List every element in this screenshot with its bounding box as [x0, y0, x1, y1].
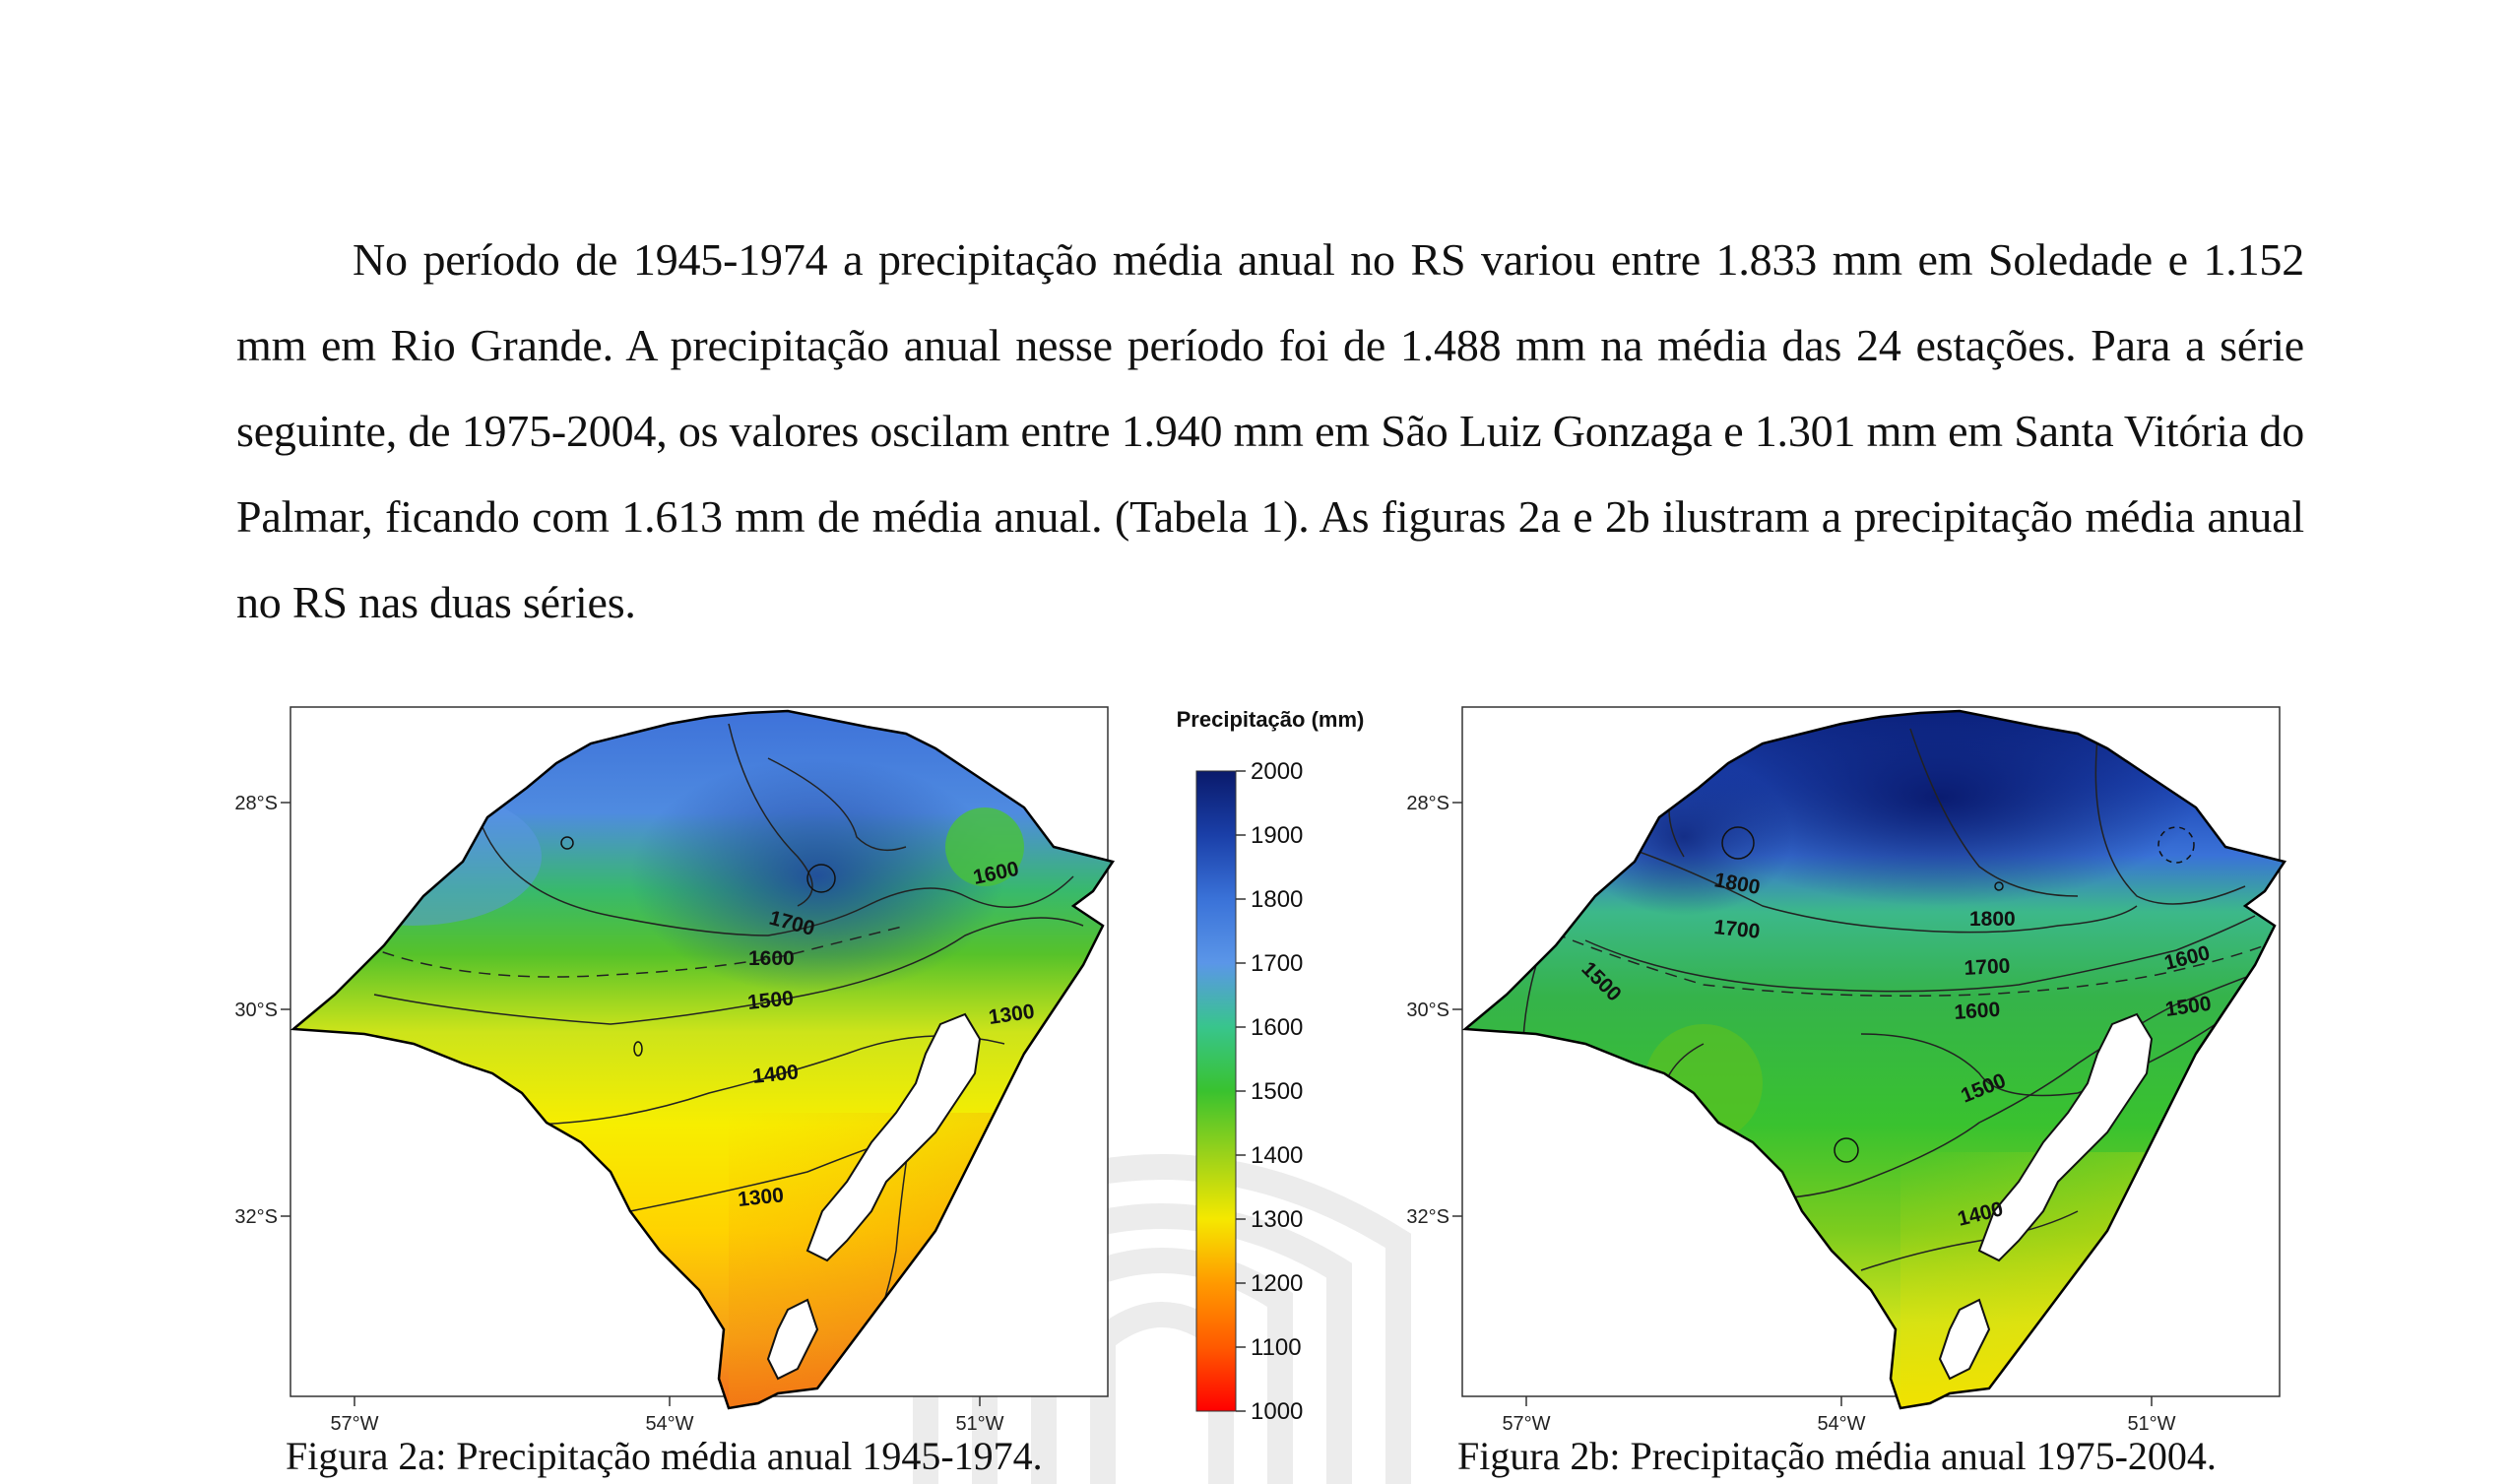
lon-label: 54°W [645, 1413, 693, 1435]
lat-label: 32°S [234, 1206, 278, 1228]
lon-label: 57°W [330, 1413, 378, 1435]
lon-label: 51°W [955, 1413, 1003, 1435]
lat-label: 30°S [1406, 1000, 1449, 1021]
legend-tick-label: 1500 [1251, 1078, 1303, 1105]
figure-2b-caption: Figura 2b: Precipitação média anual 1975… [1457, 1434, 2217, 1478]
contour-label: 1300 [737, 1184, 785, 1211]
contour-label: 1600 [1954, 999, 2001, 1024]
contour-label: 1800 [1969, 908, 2016, 931]
lat-label: 32°S [1406, 1206, 1449, 1228]
map-figure-2b: 1800 1800 1700 1500 1700 1600 1600 1500 … [1406, 706, 2287, 1435]
lagoa-dos-patos-2a [805, 1012, 982, 1262]
contour-label: 1700 [1964, 955, 2011, 980]
lagoa-mirim-2a [766, 1298, 819, 1381]
legend-tick-label: 1100 [1251, 1334, 1302, 1361]
legend-tick-label: 2000 [1251, 758, 1303, 785]
legend-colorbar [1195, 770, 1237, 1412]
legend-tick-label: 1700 [1251, 950, 1303, 977]
rs-border-2b [1461, 709, 2287, 1410]
contour-label: 1600 [748, 947, 795, 970]
lon-label: 54°W [1817, 1413, 1865, 1435]
lat-label: 30°S [234, 1000, 278, 1021]
lat-label: 28°S [234, 793, 278, 814]
body-paragraph: No período de 1945-1974 a precipitação m… [236, 234, 2304, 627]
lon-label: 51°W [2127, 1413, 2175, 1435]
legend-title: Precipitação (mm) [1177, 707, 1365, 732]
legend-tick-label: 1200 [1251, 1270, 1303, 1297]
legend-tick-label: 1600 [1251, 1014, 1303, 1041]
contour-labels-2a: 1700 1600 1600 1500 1400 1300 1300 [737, 858, 1036, 1211]
lon-label: 57°W [1502, 1413, 1550, 1435]
lat-label: 28°S [1406, 793, 1449, 814]
legend-tick-label: 1900 [1251, 822, 1303, 849]
figure-2a-caption: Figura 2a: Precipitação média anual 1945… [286, 1434, 1043, 1478]
color-legend: Precipitação (mm) 2000 1900 1800 1700 1600 15… [1177, 707, 1365, 1425]
rs-border-2a [290, 709, 1116, 1410]
legend-ticks: 2000 1900 1800 1700 1600 1500 1400 1300 1200 1100… [1236, 758, 1303, 1425]
contour-label: 1500 [746, 987, 795, 1014]
legend-tick-label: 1800 [1251, 886, 1303, 913]
lagoa-dos-patos-2b [1977, 1012, 2154, 1262]
legend-tick-label: 1300 [1251, 1206, 1303, 1233]
legend-tick-label: 1000 [1251, 1398, 1303, 1425]
legend-tick-label: 1400 [1251, 1142, 1303, 1169]
lagoa-mirim-2b [1938, 1298, 1991, 1381]
contour-label: 1400 [751, 1061, 800, 1088]
map-figure-2a: 1700 1600 1600 1500 1400 1300 1300 28°S … [234, 706, 1116, 1435]
contour-label: 1700 [1712, 916, 1761, 943]
